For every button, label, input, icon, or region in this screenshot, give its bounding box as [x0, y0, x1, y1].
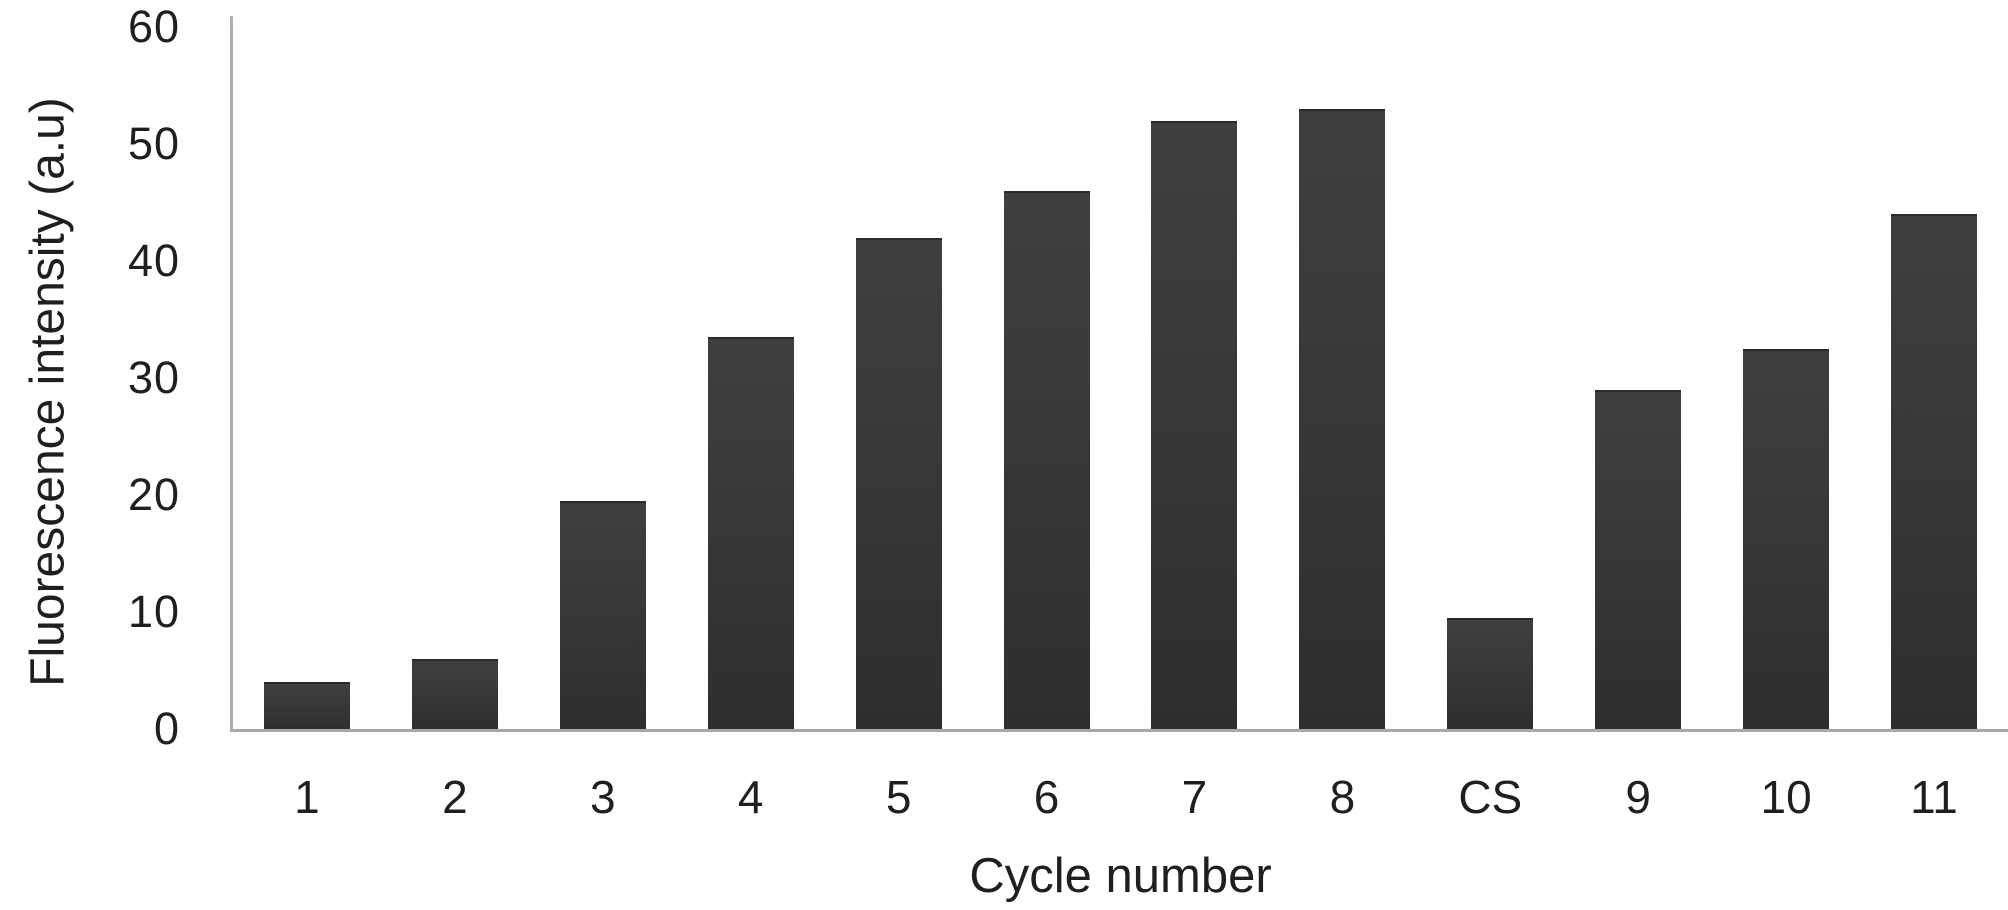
y-tick-label: 40 — [127, 235, 180, 286]
y-axis-tick-labels: 0 10 20 30 40 50 60 — [0, 0, 180, 910]
x-tick-label-5: 5 — [885, 771, 912, 823]
bar-10 — [1743, 348, 1830, 729]
x-axis-tick-labels: 1 2 3 4 5 6 7 8 CS 9 10 11 — [233, 770, 2008, 830]
bar-9 — [1595, 389, 1682, 729]
x-tick-label-7: 7 — [1181, 771, 1208, 823]
bar-7 — [1151, 120, 1238, 729]
x-tick-label-2: 2 — [442, 771, 468, 823]
y-tick-label: 50 — [127, 118, 180, 169]
y-tick-label: 10 — [127, 586, 180, 637]
y-axis-line-cap — [230, 16, 233, 30]
x-tick-label-10: 10 — [1760, 771, 1812, 823]
bar-11 — [1891, 214, 1978, 729]
x-tick-label-CS: CS — [1458, 771, 1523, 823]
x-tick-label-11: 11 — [1910, 771, 1958, 823]
x-tick-label-4: 4 — [737, 771, 764, 823]
x-tick-label-8: 8 — [1329, 771, 1356, 823]
plot-area — [230, 27, 2008, 732]
bar-3 — [559, 500, 646, 729]
bar-6 — [1003, 190, 1090, 729]
x-tick-label-6: 6 — [1033, 771, 1060, 823]
x-tick-label-3: 3 — [589, 771, 616, 823]
bar-8 — [1299, 108, 1386, 729]
y-tick-label: 0 — [153, 703, 180, 754]
bar-CS — [1447, 617, 1534, 729]
y-tick-label: 60 — [127, 1, 180, 52]
y-tick-label: 20 — [127, 469, 180, 520]
x-axis-title: Cycle number — [969, 849, 1272, 903]
bar-1 — [263, 682, 350, 729]
bar-2 — [411, 658, 498, 729]
bar-4 — [707, 337, 794, 729]
x-tick-label-9: 9 — [1625, 771, 1651, 823]
y-tick-label: 30 — [127, 352, 180, 403]
x-tick-label-1: 1 — [294, 771, 320, 823]
bar-5 — [855, 237, 942, 729]
